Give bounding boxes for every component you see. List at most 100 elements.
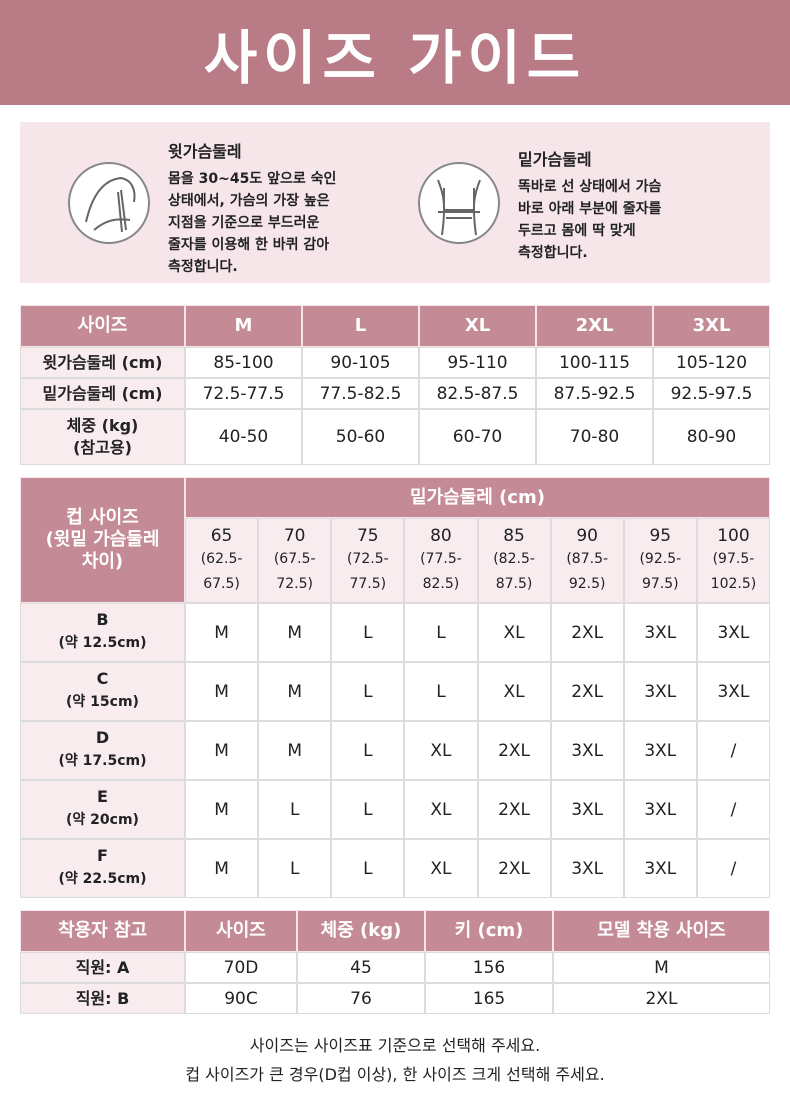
cup-column: 100 (97.5- 102.5) xyxy=(696,518,770,603)
fit-header: 모델 착용 사이즈 xyxy=(553,910,770,952)
size-header: 사이즈 xyxy=(20,305,185,347)
cup-size-text: L xyxy=(363,622,373,643)
cup-size: / xyxy=(696,721,770,780)
cup-column: 70 (67.5- 72.5) xyxy=(258,518,332,603)
cup-column: 80 (77.5- 82.5) xyxy=(404,518,478,603)
fit-cell: 156 xyxy=(425,952,553,983)
cup-column-text: 65 xyxy=(210,525,233,546)
cup-size: M xyxy=(185,662,259,721)
cup-column-text: 95 xyxy=(649,525,672,546)
cup-size: XL xyxy=(404,839,478,898)
cup-size-text: L xyxy=(289,799,300,820)
size-value-text: 60-70 xyxy=(452,427,503,447)
size-value: 92.5-97.5 xyxy=(653,378,770,409)
fit-header-text: 키 (cm) xyxy=(454,920,524,941)
fit-cell: 45 xyxy=(297,952,425,983)
cup-size-text: M xyxy=(287,622,303,643)
cup-size-text: / xyxy=(730,858,737,879)
cup-size: L xyxy=(404,603,478,662)
cup-size-text: 3XL xyxy=(644,681,677,702)
cup-corner-text: (윗밑 가슴둘레 xyxy=(45,529,160,550)
fit-cell-text: 156 xyxy=(472,957,506,978)
size-header-text: M xyxy=(234,315,253,336)
info-line: 똑바로 선 상태에서 가슴 xyxy=(518,179,662,195)
fit-cell: M xyxy=(553,952,770,983)
info-section: 밑가슴둘레 똑바로 선 상태에서 가슴 바로 아래 부분에 줄자를 두르고 몸에 딱 … xyxy=(518,146,758,264)
cup-column-text: 77.5) xyxy=(349,575,387,592)
cup-size: M xyxy=(258,721,332,780)
cup-size-text: 3XL xyxy=(571,740,604,761)
fit-header-text: 체중 (kg) xyxy=(320,920,402,941)
cup-size: 3XL xyxy=(623,780,697,839)
cup-size-text: 3XL xyxy=(571,858,604,879)
upper-bust-icon xyxy=(68,162,150,244)
cup-column-text: (67.5- xyxy=(273,550,316,567)
cup-group-text: 밑가슴둘레 (cm) xyxy=(410,486,545,508)
size-value: 105-120 xyxy=(653,347,770,378)
info-line: 바로 아래 부분에 줄자를 xyxy=(518,201,662,217)
cup-column-text: 75 xyxy=(356,525,379,546)
cup-size: 3XL xyxy=(696,662,770,721)
cup-size: M xyxy=(185,721,259,780)
cup-size: 3XL xyxy=(623,839,697,898)
size-header-text: XL xyxy=(464,315,491,336)
cup-size-text: L xyxy=(436,622,446,643)
cup-size-text: L xyxy=(363,799,373,820)
cup-size-text: XL xyxy=(430,740,452,761)
cup-column-text: 87.5) xyxy=(495,575,533,592)
cup-size: L xyxy=(404,662,478,721)
size-value-text: 95-110 xyxy=(447,352,508,373)
fit-header: 착용자 참고 xyxy=(20,910,185,952)
cup-size-text: L xyxy=(363,681,373,702)
fit-cell-text: 2XL xyxy=(645,988,678,1009)
fit-cell-text: 165 xyxy=(472,988,506,1009)
size-value-text: 105-120 xyxy=(675,352,748,373)
fit-cell-text: 직원: A xyxy=(75,957,130,977)
cup-size-text: 2XL xyxy=(571,681,604,702)
cup-size: XL xyxy=(477,662,551,721)
size-value-text: 85-100 xyxy=(213,352,274,373)
cup-size: M xyxy=(185,839,259,898)
size-row-label-text: (참고용) xyxy=(73,438,132,457)
cup-corner-text: 차이) xyxy=(81,551,124,572)
cup-column-text: 97.5) xyxy=(641,575,679,592)
cup-size: 2XL xyxy=(550,603,624,662)
cup-size: 3XL xyxy=(550,780,624,839)
size-header-text: 2XL xyxy=(575,315,614,336)
cup-corner: 컵 사이즈 (윗밑 가슴둘레 차이) xyxy=(20,477,185,603)
info-section: 윗가슴둘레 몸을 30~45도 앞으로 숙인 상태에서, 가슴의 가장 높은 지점을 … xyxy=(168,138,408,278)
size-value: 87.5-92.5 xyxy=(536,378,653,409)
cup-row-label-text: D xyxy=(95,728,110,747)
cup-row-label: F (약 22.5cm) xyxy=(20,839,185,898)
cup-size-text: M xyxy=(287,740,303,761)
cup-row-label-text: (약 12.5cm) xyxy=(58,635,147,651)
fit-cell: 165 xyxy=(425,983,553,1014)
cup-size-text: M xyxy=(214,799,229,820)
cup-column-text: 92.5) xyxy=(568,575,606,592)
cup-row-label-text: B xyxy=(96,610,109,629)
cup-group: 밑가슴둘레 (cm) xyxy=(185,477,770,518)
cup-size: 2XL xyxy=(477,839,551,898)
size-value: 77.5-82.5 xyxy=(302,378,419,409)
size-value-text: 40-50 xyxy=(218,427,269,447)
cup-size: 3XL xyxy=(623,603,697,662)
size-value-text: 92.5-97.5 xyxy=(670,383,753,404)
fit-cell: 직원: B xyxy=(20,983,185,1014)
cup-size: L xyxy=(331,780,405,839)
info-line: 측정합니다. xyxy=(168,259,238,275)
info-line: 측정합니다. xyxy=(518,245,588,261)
cup-column-text: (82.5- xyxy=(493,550,535,567)
cup-column-text: (72.5- xyxy=(346,550,389,567)
cup-size-text: M xyxy=(287,681,303,702)
cup-size: M xyxy=(185,603,259,662)
fit-cell: 직원: A xyxy=(20,952,185,983)
cup-size-text: XL xyxy=(430,858,452,879)
cup-size-text: M xyxy=(214,858,229,879)
cup-size-text: 3XL xyxy=(571,799,604,820)
size-row-label-text: 체중 (kg) xyxy=(66,416,139,435)
size-value-text: 100-115 xyxy=(558,352,631,373)
cup-row-label-text: (약 22.5cm) xyxy=(58,871,147,887)
info-line: 몸을 30~45도 앞으로 숙인 xyxy=(168,171,337,187)
size-header-text: 사이즈 xyxy=(77,315,128,336)
